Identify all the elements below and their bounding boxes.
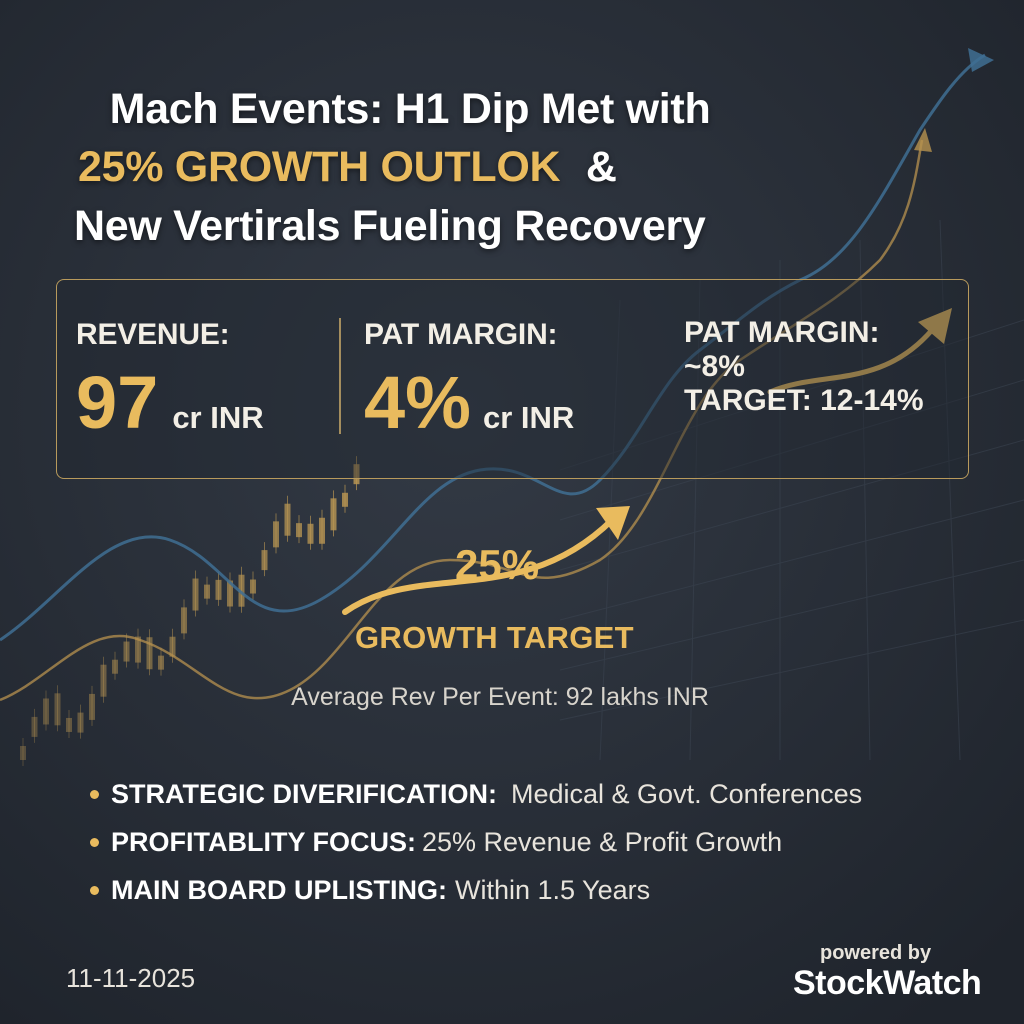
background-candle [192, 578, 199, 611]
list-item-text: Within 1.5 Years [454, 874, 651, 905]
background-gold-arrow-head [914, 128, 932, 152]
pat-margin-current: ~8% [684, 350, 745, 383]
list-item: STRATEGIC DIVERIFICATION: Medical & Govt… [90, 770, 862, 818]
bullet-dot [90, 789, 99, 799]
headline-ampersand: & [585, 143, 617, 191]
background-candle [43, 698, 49, 725]
bullet-dot [90, 837, 99, 847]
background-candle [204, 584, 210, 599]
background-candle [112, 659, 118, 674]
growth-target-label: GROWTH TARGET [355, 620, 634, 655]
pat-target-arrow-head [918, 308, 952, 344]
background-candle [31, 716, 38, 737]
headline-line-2: 25% GROWTH OUTLOK & [78, 146, 617, 189]
powered-by-label: powered by [820, 942, 932, 964]
background-candle [181, 607, 187, 634]
background-candle [100, 664, 107, 697]
background-candle [54, 693, 61, 726]
background-blue-trend-line [0, 53, 986, 642]
revenue-unit: cr INR [172, 400, 264, 435]
list-item-text: Medical & Govt. Conferences [511, 778, 863, 809]
pat-margin-target-range: TARGET: 12-14% [684, 384, 924, 417]
headline-line-3: New Vertirals Fueling Recovery [74, 202, 706, 250]
key-points-list: STRATEGIC DIVERIFICATION: Medical & Govt… [90, 770, 862, 914]
growth-arrow-head [596, 506, 630, 540]
background-blue-arrow-head [968, 48, 994, 72]
pat-margin-value: 4% [364, 361, 471, 444]
key-metrics-box [56, 279, 969, 479]
background-candle [146, 637, 153, 670]
pat-margin-target-label: PAT MARGIN: [684, 316, 880, 349]
background-candle [89, 693, 95, 720]
growth-arrow-curve [342, 517, 615, 615]
list-item-heading: STRATEGIC DIVERIFICATION: [111, 778, 497, 809]
metrics-divider [339, 318, 341, 434]
revenue-value: 97 [76, 361, 159, 444]
pat-margin-stat: PAT MARGIN: 4% cr INR [364, 318, 574, 440]
background-candlesticks [20, 456, 360, 766]
pat-margin-label: PAT MARGIN: [364, 318, 558, 351]
pat-margin-unit: cr INR [482, 400, 575, 435]
publish-date: 11-11-2025 [66, 963, 196, 993]
revenue-label: REVENUE: [76, 318, 230, 351]
bullet-dot [90, 885, 99, 895]
list-item-heading: PROFITABLITY FOCUS: [111, 826, 416, 857]
brand-logo: StockWatch [793, 964, 982, 1002]
background-candle [20, 746, 26, 760]
headline-line-1: Mach Events: H1 Dip Met with [109, 85, 711, 133]
list-item-heading: MAIN BOARD UPLISTING: [111, 874, 447, 905]
revenue-stat: REVENUE: 97 cr INR [76, 318, 264, 440]
pat-target-arrow-curve [767, 327, 935, 395]
background-candle [215, 579, 222, 600]
background-candle [158, 655, 164, 670]
headline-growth-highlight: 25% GROWTH OUTLOK [78, 143, 561, 191]
average-revenue-per-event: Average Rev Per Event: 92 lakhs INR [291, 683, 709, 711]
background-candle [135, 636, 141, 663]
background-candle [77, 712, 84, 733]
background-candle [123, 641, 130, 662]
background-candle [66, 717, 72, 732]
background-candle [169, 636, 176, 657]
growth-percent: 25% [455, 541, 540, 588]
list-item-text: 25% Revenue & Profit Growth [422, 826, 783, 857]
background-grid [559, 219, 1024, 761]
list-item: PROFITABLITY FOCUS: 25% Revenue & Profit… [90, 818, 862, 866]
list-item: MAIN BOARD UPLISTING: Within 1.5 Years [90, 866, 862, 914]
pat-margin-target-stat: PAT MARGIN: ~8% TARGET: 12-14% [684, 316, 924, 418]
